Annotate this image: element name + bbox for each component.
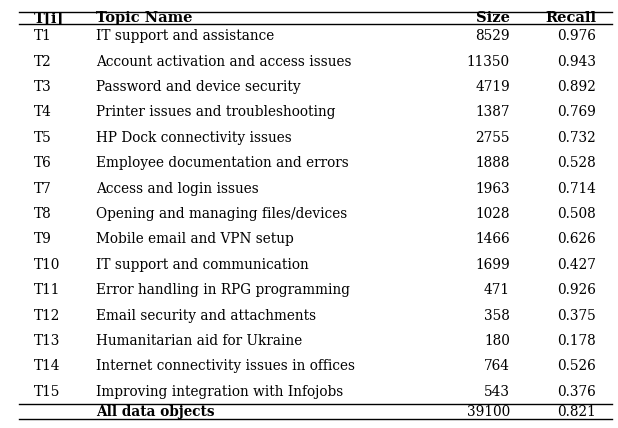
Text: T15: T15 [34,385,61,399]
Text: 0.427: 0.427 [557,258,596,272]
Text: Topic Name: Topic Name [96,11,192,25]
Text: Access and login issues: Access and login issues [96,181,258,196]
Text: 1387: 1387 [475,105,510,119]
Text: 1028: 1028 [475,207,510,221]
Text: T6: T6 [34,156,52,170]
Text: All data objects: All data objects [96,404,214,419]
Text: T12: T12 [34,309,61,323]
Text: 0.714: 0.714 [557,181,596,196]
Text: 1466: 1466 [475,232,510,247]
Text: 1963: 1963 [475,181,510,196]
Text: 1699: 1699 [475,258,510,272]
Text: 0.626: 0.626 [557,232,596,247]
Text: T[i]: T[i] [34,11,64,25]
Text: 1888: 1888 [475,156,510,170]
Text: Email security and attachments: Email security and attachments [96,309,316,323]
Text: T9: T9 [34,232,52,247]
Text: 0.508: 0.508 [557,207,596,221]
Text: Employee documentation and errors: Employee documentation and errors [96,156,349,170]
Text: 0.943: 0.943 [557,55,596,68]
Text: IT support and communication: IT support and communication [96,258,308,272]
Text: Improving integration with Infojobs: Improving integration with Infojobs [96,385,343,399]
Text: 0.926: 0.926 [557,283,596,297]
Text: T10: T10 [34,258,61,272]
Text: 0.375: 0.375 [557,309,596,323]
Text: 0.976: 0.976 [557,29,596,43]
Text: 0.732: 0.732 [557,131,596,145]
Text: Password and device security: Password and device security [96,80,300,94]
Text: T14: T14 [34,360,61,373]
Text: 11350: 11350 [467,55,510,68]
Text: 358: 358 [484,309,510,323]
Text: 0.178: 0.178 [557,334,596,348]
Text: Size: Size [476,11,510,25]
Text: 0.526: 0.526 [557,360,596,373]
Text: Error handling in RPG programming: Error handling in RPG programming [96,283,350,297]
Text: 2755: 2755 [475,131,510,145]
Text: 4719: 4719 [475,80,510,94]
Text: IT support and assistance: IT support and assistance [96,29,274,43]
Text: Internet connectivity issues in offices: Internet connectivity issues in offices [96,360,355,373]
Text: 8529: 8529 [475,29,510,43]
Text: T11: T11 [34,283,61,297]
Text: 0.892: 0.892 [557,80,596,94]
Text: T5: T5 [34,131,52,145]
Text: Opening and managing files/devices: Opening and managing files/devices [96,207,347,221]
Text: 0.821: 0.821 [557,404,596,419]
Text: T3: T3 [34,80,52,94]
Text: T1: T1 [34,29,52,43]
Text: Account activation and access issues: Account activation and access issues [96,55,351,68]
Text: HP Dock connectivity issues: HP Dock connectivity issues [96,131,292,145]
Text: T13: T13 [34,334,61,348]
Text: 39100: 39100 [467,404,510,419]
Text: 0.528: 0.528 [557,156,596,170]
Text: Printer issues and troubleshooting: Printer issues and troubleshooting [96,105,336,119]
Text: 471: 471 [484,283,510,297]
Text: 764: 764 [484,360,510,373]
Text: T8: T8 [34,207,52,221]
Text: 0.376: 0.376 [557,385,596,399]
Text: Mobile email and VPN setup: Mobile email and VPN setup [96,232,294,247]
Text: Humanitarian aid for Ukraine: Humanitarian aid for Ukraine [96,334,302,348]
Text: 543: 543 [484,385,510,399]
Text: T2: T2 [34,55,52,68]
Text: T4: T4 [34,105,52,119]
Text: T7: T7 [34,181,52,196]
Text: 180: 180 [484,334,510,348]
Text: Recall: Recall [545,11,596,25]
Text: 0.769: 0.769 [557,105,596,119]
